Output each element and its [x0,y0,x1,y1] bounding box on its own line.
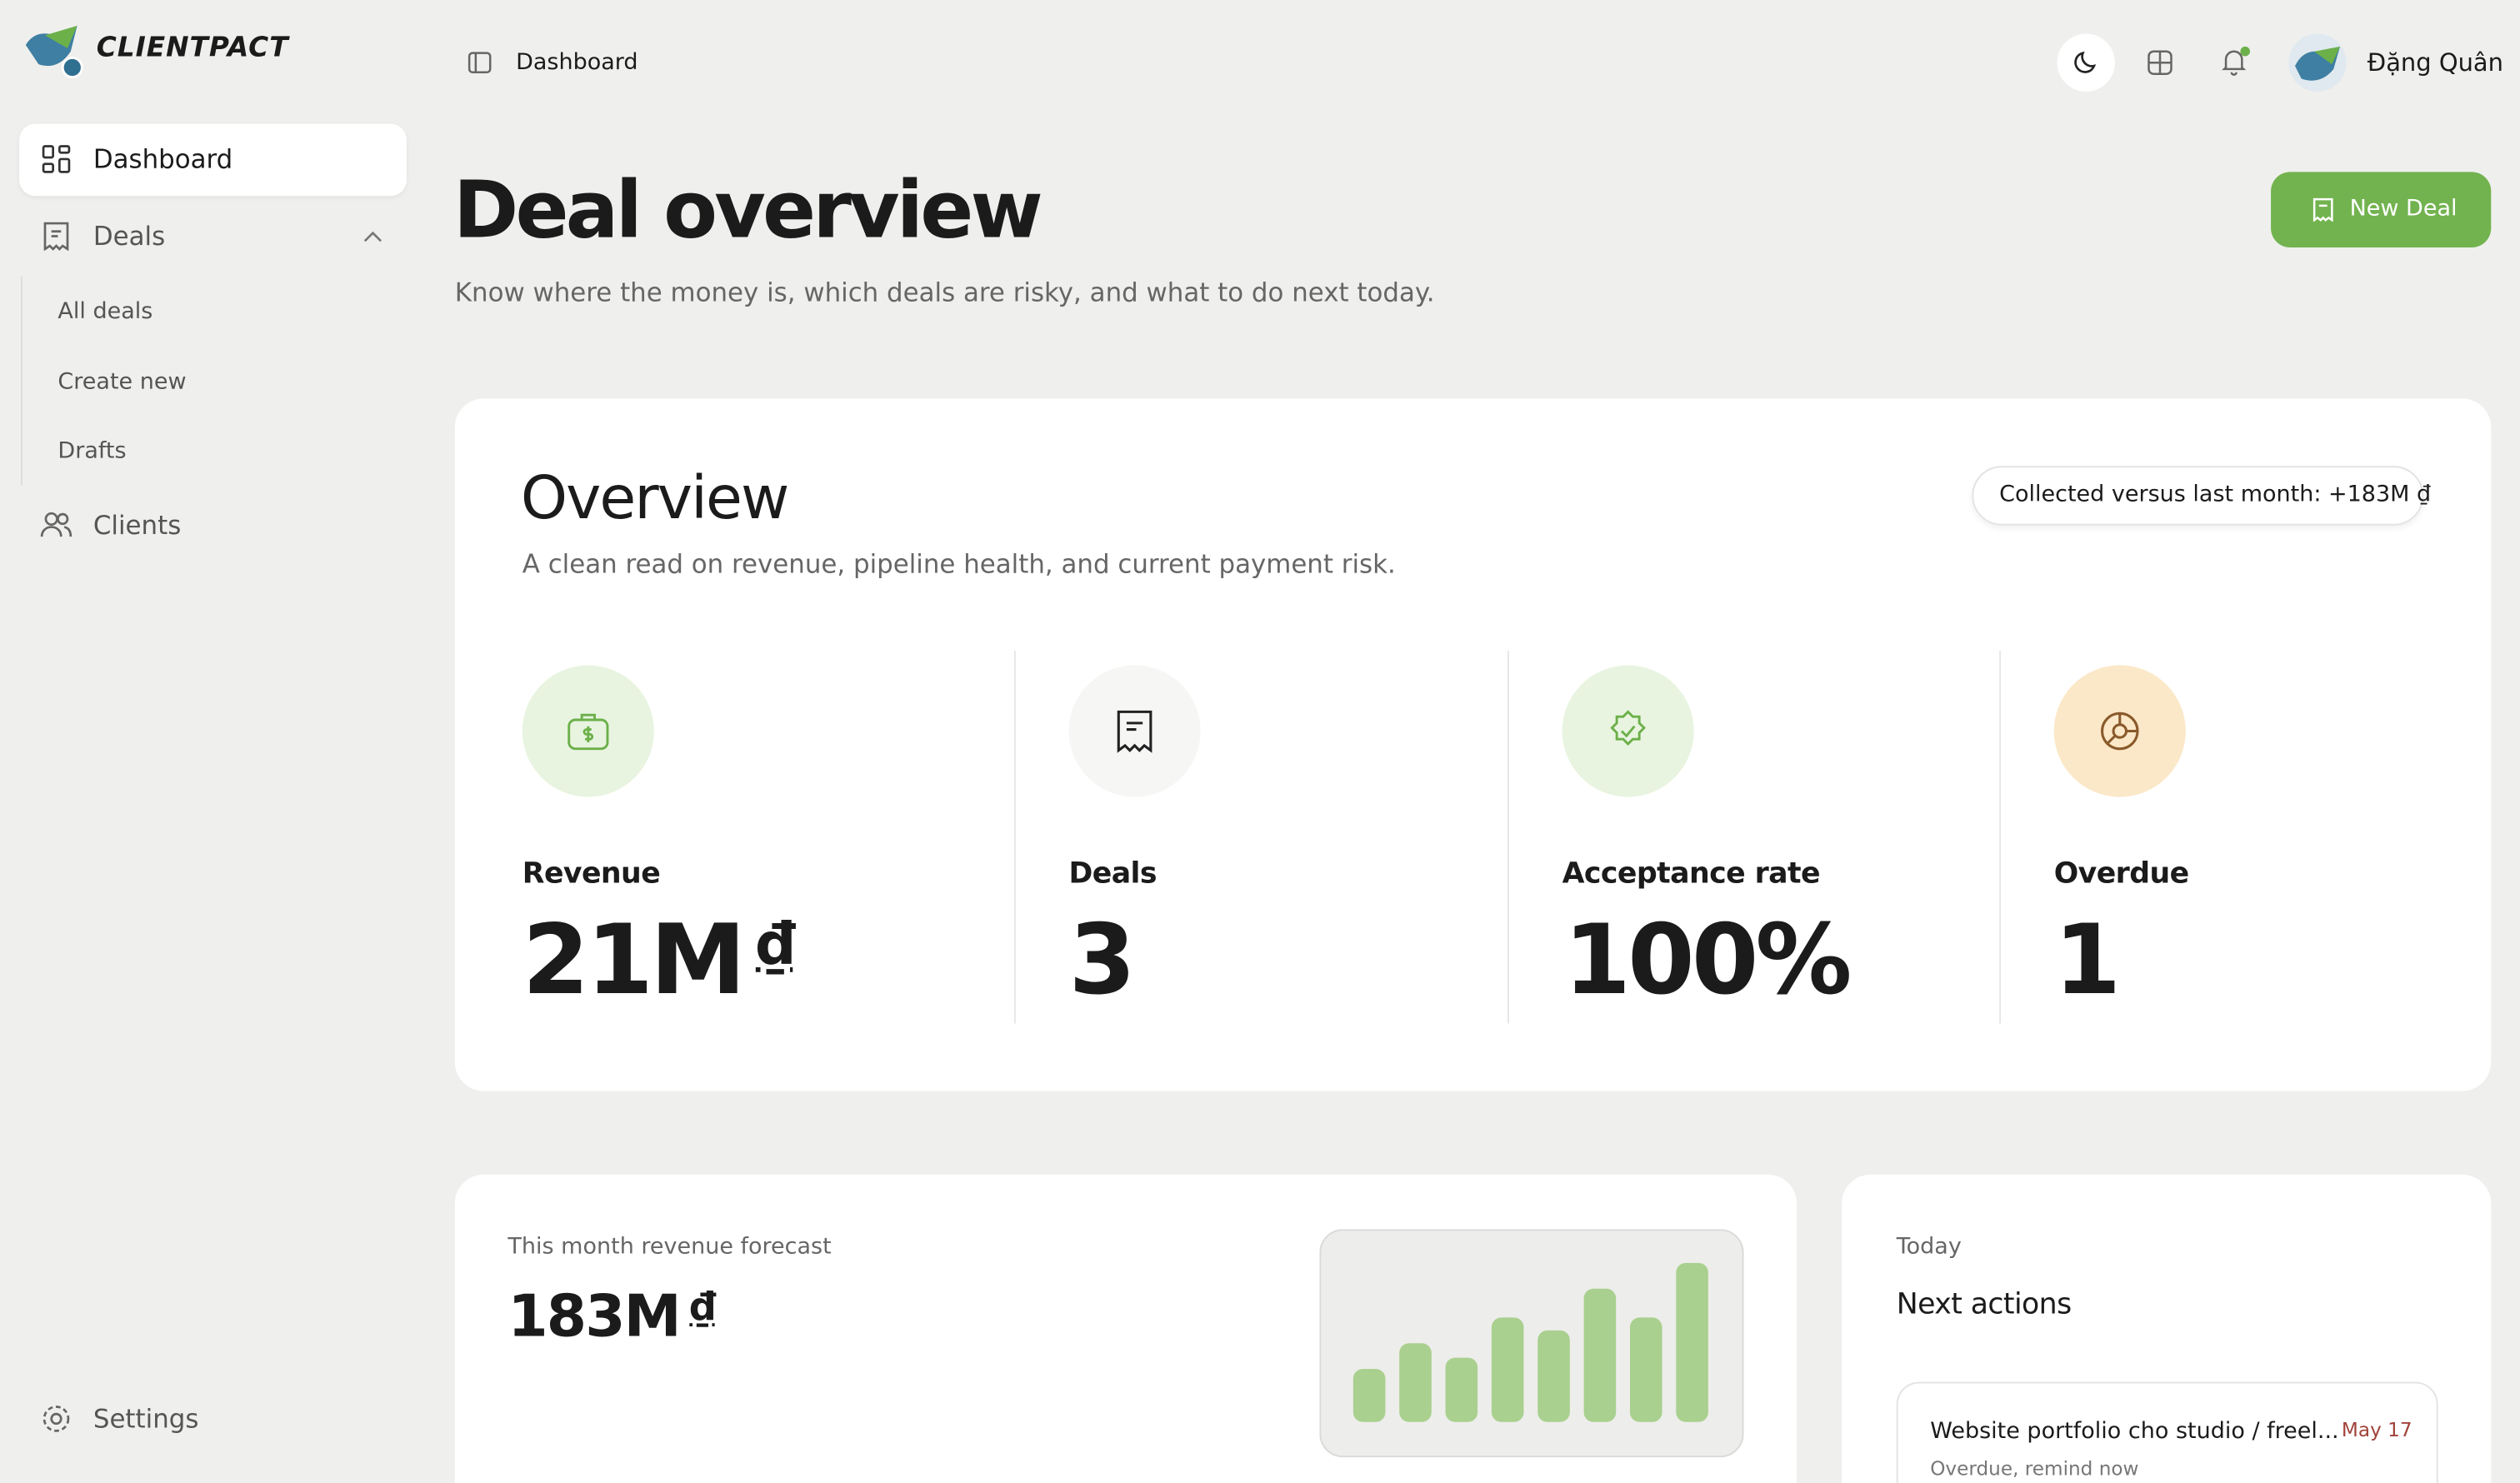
user-name[interactable]: Đặng Quân [2367,47,2503,77]
nav-sub-label[interactable]: Drafts [58,438,127,465]
action-date: May 17 [2341,1418,2412,1441]
forecast-value: 183M ₫ [508,1284,716,1351]
tree-line [21,276,22,486]
bar [1399,1343,1432,1422]
theme-button[interactable] [2057,33,2115,92]
stat-unit: ₫ [755,912,796,979]
wallet-icon [568,713,609,751]
stat-label: Deals [1068,856,1157,891]
brand: CLIENTPACT [96,32,289,65]
logo-icon [25,25,83,79]
dashboard-icon [42,145,71,173]
settings-icon [42,1406,70,1432]
new-deal-button[interactable] [2271,172,2492,247]
page-subtitle: Know where the money is, which deals are… [454,277,1435,308]
stat-number: 21M [522,904,746,1017]
nav-item-active[interactable] [19,123,407,197]
stat-value: 3 [1068,904,1135,1017]
language-button[interactable] [2148,50,2173,76]
avatar[interactable] [2288,33,2347,92]
divider [1999,651,2002,1024]
moon-icon [2074,51,2097,73]
deals-icon [43,222,69,251]
nav-label[interactable]: Settings [92,1403,199,1435]
stat-icon [1068,665,1201,797]
stat-label: Acceptance rate [1562,856,1821,891]
badge-check-icon [1610,710,1646,746]
bar [1491,1317,1524,1422]
nav-label[interactable]: Clients [92,510,182,541]
nav-label[interactable]: Dashboard [92,143,233,175]
forecast-number: 183M [508,1284,681,1351]
stat-label: Revenue [522,856,661,891]
button-icon [2312,197,2333,222]
stat-value: 1 [2053,904,2121,1017]
card-subtitle: A clean read on revenue, pipeline health… [522,548,1396,580]
eyebrow: Today [1896,1234,1962,1260]
receipt-icon [1117,710,1152,753]
card-title: Overview [520,463,789,533]
stat-icon [1562,665,1694,797]
card-title: Next actions [1896,1287,2072,1322]
action-title[interactable]: Website portfolio cho studio / freel... [1930,1418,2339,1445]
divider [1013,651,1016,1024]
stat-value: 21M ₫ [522,904,796,1017]
nav-label[interactable]: Deals [92,221,166,252]
nav-sub-label[interactable]: Create new [58,369,187,396]
bar [1445,1357,1478,1422]
page-title: Deal overview [452,164,1043,257]
button-label[interactable]: New Deal [2349,196,2458,222]
stat-label: Overdue [2053,856,2189,891]
notification-button[interactable] [2219,45,2252,77]
stat-icon [2053,665,2186,797]
clients-icon [40,512,72,537]
action-item[interactable] [1896,1381,2438,1483]
badge [1972,466,2424,526]
breadcrumb: Dashboard [516,49,638,76]
divider [1507,651,1509,1024]
badge-text: Collected versus last month: +183M ₫ [1999,482,2432,508]
bar [1676,1262,1708,1422]
action-note: Overdue, remind now [1930,1457,2139,1481]
chevron-icon[interactable] [363,230,382,242]
next-actions-card [1842,1174,2492,1483]
alert-icon [2101,712,2139,751]
bar [1352,1369,1386,1422]
sidebar-toggle[interactable] [468,52,492,74]
nav-sub-label[interactable]: All deals [58,298,153,325]
stat-value: 100% [1563,904,1852,1017]
forecast-label: This month revenue forecast [508,1234,832,1260]
bar [1629,1317,1662,1422]
bar [1538,1330,1570,1422]
avatar-image [2294,46,2340,81]
bar [1583,1288,1617,1422]
forecast-unit: ₫ [689,1284,716,1330]
stat-icon [522,665,654,797]
forecast-chart [1319,1229,1744,1458]
